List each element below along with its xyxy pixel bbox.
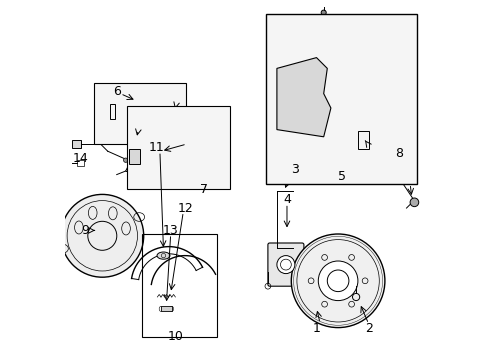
Bar — [265, 14, 416, 184]
Text: 11: 11 — [148, 141, 164, 154]
Bar — [77, 160, 84, 166]
Text: 8: 8 — [394, 147, 403, 159]
Text: 7: 7 — [200, 183, 208, 195]
Circle shape — [318, 261, 357, 301]
Ellipse shape — [289, 58, 300, 144]
Bar — [357, 131, 368, 149]
Bar — [142, 234, 217, 337]
Bar — [72, 140, 81, 148]
FancyBboxPatch shape — [190, 124, 221, 180]
Text: 5: 5 — [337, 170, 345, 183]
Ellipse shape — [387, 93, 396, 102]
Text: 3: 3 — [290, 163, 298, 176]
Ellipse shape — [384, 102, 399, 118]
Ellipse shape — [384, 89, 399, 105]
FancyBboxPatch shape — [133, 124, 161, 178]
Text: 10: 10 — [168, 330, 183, 343]
Text: 1: 1 — [312, 322, 320, 335]
Bar — [94, 83, 185, 144]
Circle shape — [291, 234, 384, 328]
Text: 4: 4 — [283, 193, 290, 206]
Ellipse shape — [157, 252, 170, 259]
FancyBboxPatch shape — [160, 122, 192, 182]
Circle shape — [321, 10, 325, 15]
Text: 12: 12 — [177, 202, 193, 215]
Text: 2: 2 — [364, 322, 372, 335]
Circle shape — [61, 194, 143, 277]
Circle shape — [123, 158, 127, 162]
Bar — [109, 104, 115, 119]
FancyBboxPatch shape — [267, 243, 303, 286]
FancyBboxPatch shape — [104, 213, 125, 230]
Polygon shape — [276, 58, 330, 137]
Text: 14: 14 — [73, 152, 88, 165]
Text: 13: 13 — [163, 224, 178, 237]
Ellipse shape — [387, 105, 396, 114]
Bar — [129, 149, 140, 164]
Bar — [161, 306, 171, 311]
Text: 9: 9 — [81, 224, 89, 237]
Bar — [127, 106, 230, 189]
Circle shape — [276, 256, 294, 274]
Text: 6: 6 — [113, 85, 121, 98]
Circle shape — [409, 198, 418, 207]
